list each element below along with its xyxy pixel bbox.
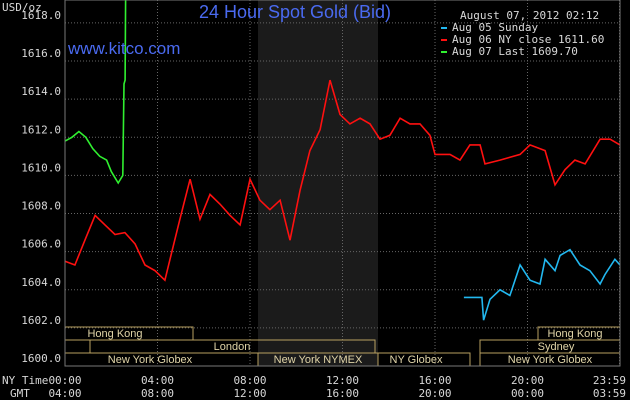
session-label: Hong Kong	[87, 328, 142, 340]
legend-label: Aug 06 NY close 1611.60	[452, 33, 604, 46]
x2-tick-label: 04:00	[48, 387, 81, 400]
x-tick-label: 16:00	[418, 374, 451, 387]
y-tick-label: 1606.0	[21, 238, 61, 251]
lines	[64, 0, 621, 321]
x2-tick-label: 08:00	[141, 387, 174, 400]
session-label: Sydney	[538, 341, 575, 353]
legend-label: Aug 07 Last 1609.70	[452, 45, 578, 58]
x-tick-label: 04:00	[141, 374, 174, 387]
x2-tick-label: 00:00	[511, 387, 544, 400]
x2-tick-label: 16:00	[326, 387, 359, 400]
ny-session-shade	[258, 0, 378, 366]
session-label: New York Globex	[508, 354, 593, 366]
x2-tick-label: 12:00	[233, 387, 266, 400]
x2-tick-label: 20:00	[418, 387, 451, 400]
x-label: NY Time	[2, 374, 48, 387]
x2-label: GMT	[10, 387, 30, 400]
y-tick-label: 1614.0	[21, 85, 61, 98]
x-tick-label: 00:00	[48, 374, 81, 387]
timestamp: August 07, 2012 02:12	[460, 9, 599, 22]
series-line	[64, 0, 127, 185]
x-tick-label: 20:00	[511, 374, 544, 387]
y-tick-label: 1616.0	[21, 47, 61, 60]
session-label: London	[214, 341, 251, 353]
y-unit: USD/oz	[2, 1, 42, 14]
session-label: NY Globex	[390, 354, 443, 366]
source: www.kitco.com	[67, 39, 180, 58]
x-tick-label: 23:59	[593, 374, 626, 387]
x-tick-label: 12:00	[326, 374, 359, 387]
legend-label: Aug 05 Sunday	[452, 21, 538, 34]
y-tick-label: 1604.0	[21, 276, 61, 289]
y-tick-label: 1612.0	[21, 123, 61, 136]
y-tick-label: 1600.0	[21, 352, 61, 365]
y-tick-label: 1610.0	[21, 161, 61, 174]
session-label: Hong Kong	[547, 328, 602, 340]
y-tick-label: 1608.0	[21, 200, 61, 213]
series-line	[463, 248, 621, 321]
x2-tick-label: 03:59	[593, 387, 626, 400]
session-label: New York Globex	[108, 354, 193, 366]
session-label: New York NYMEX	[274, 354, 363, 366]
chart-title: 24 Hour Spot Gold (Bid)	[199, 2, 391, 22]
y-tick-label: 1602.0	[21, 314, 61, 327]
x-tick-label: 08:00	[233, 374, 266, 387]
series-line	[64, 79, 621, 282]
y-tick-label: 1618.0	[21, 9, 61, 22]
plot-frame	[64, 0, 621, 367]
